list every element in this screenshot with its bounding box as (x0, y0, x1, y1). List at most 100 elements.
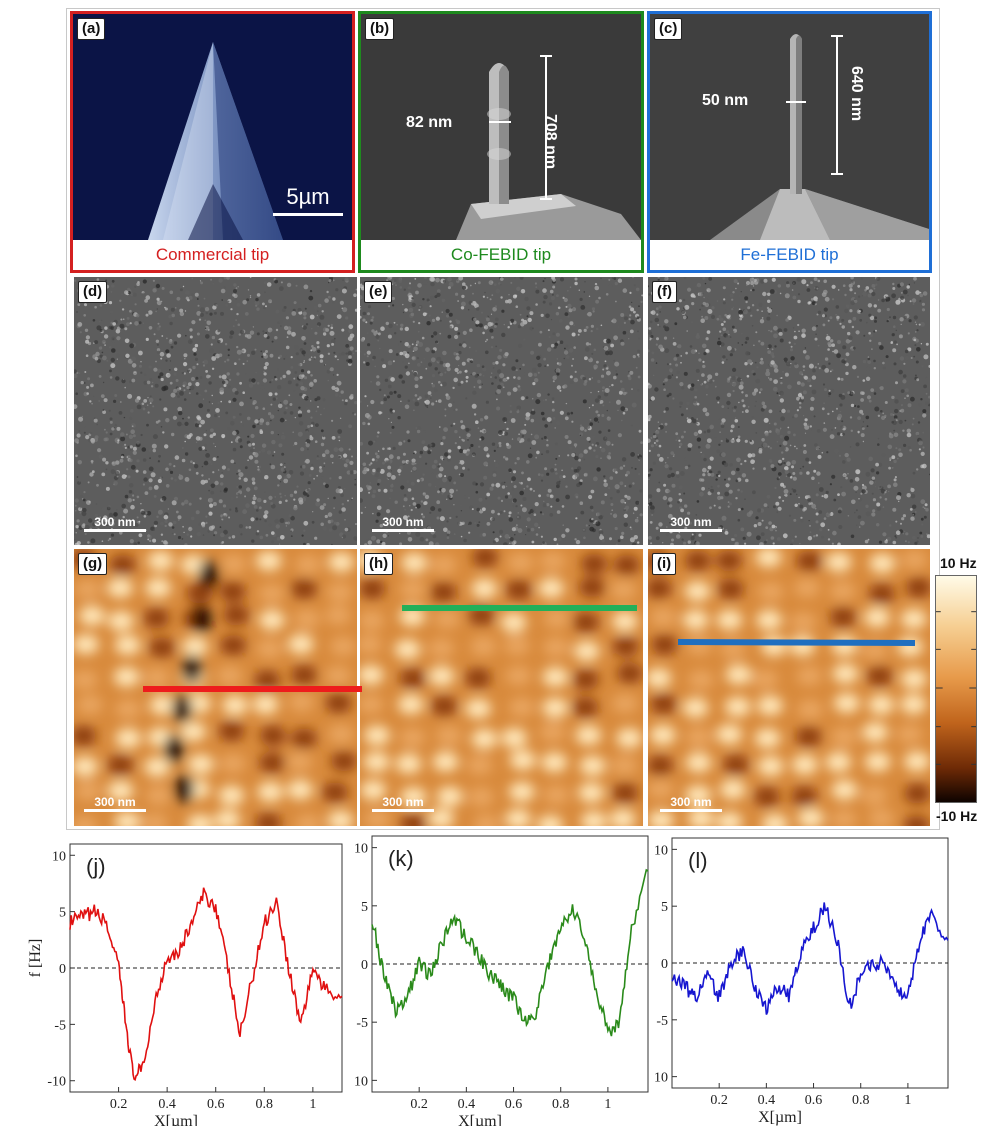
panel-d-scale-text: 300 nm (94, 515, 136, 529)
x-tick-label: 0.2 (710, 1093, 728, 1108)
x-tick-label: 0.8 (852, 1093, 870, 1108)
panel-e-scale-bar (372, 529, 434, 532)
panel-f-texture (648, 277, 930, 545)
panel-g-scalebar: 300 nm (84, 795, 146, 812)
panel-f-sem: (f) 300 nm (648, 277, 930, 545)
panel-d-scalebar: 300 nm (84, 515, 146, 532)
x-tick-label: 0.4 (158, 1097, 176, 1112)
plot-label: (l) (688, 848, 708, 873)
x-axis-label: X[µm] (458, 1113, 502, 1126)
panel-f-scale-text: 300 nm (670, 515, 712, 529)
series-line (69, 887, 343, 1081)
y-tick-label: 10 (354, 842, 368, 857)
panel-a-letter: (a) (77, 18, 106, 40)
colorbar-max-label: 10 Hz (940, 555, 977, 571)
y-axis-label: f [Hz] (27, 939, 44, 978)
panel-a-frame: (a) 5µm Commercial tip (70, 11, 355, 273)
panel-b-height-label: 708 nm (542, 114, 559, 170)
series-line (371, 868, 649, 1037)
panel-b-width-label: 82 nm (406, 114, 453, 131)
panel-h-scale-text: 300 nm (382, 795, 424, 809)
colorbar-min-label: -10 Hz (936, 808, 978, 824)
x-tick-label: 1 (604, 1097, 611, 1112)
y-tick-label: 0 (59, 962, 66, 977)
panel-e-texture (360, 277, 643, 545)
plot-label: (j) (86, 854, 106, 879)
panel-h-scale-bar (372, 809, 434, 812)
panel-e-letter: (e) (364, 281, 393, 303)
panel-a-scalebar: 5µm (273, 184, 343, 216)
panel-a-image (73, 14, 352, 240)
panel-c-image (650, 14, 929, 240)
panel-a-scale-bar (273, 213, 343, 216)
panel-i-scale-bar (660, 809, 722, 812)
y-tick-label: 0 (361, 958, 368, 973)
x-tick-label: 0.4 (458, 1097, 476, 1112)
x-tick-label: 0.6 (207, 1097, 225, 1112)
panel-g-texture (74, 549, 357, 826)
panel-i-texture (648, 549, 930, 826)
y-tick-label: 10 (654, 1071, 668, 1086)
panel-f-scale-bar (660, 529, 722, 532)
panel-c-letter: (c) (654, 18, 683, 40)
x-tick-label: 0.6 (505, 1097, 523, 1112)
panel-b-frame: (b) 82 nm 708 nm Co-FEBID tip (358, 11, 644, 273)
panel-b-letter: (b) (365, 18, 395, 40)
panel-c-height-label: 640 nm (848, 66, 865, 122)
panel-a-scale-text: 5µm (286, 184, 330, 209)
panel-h-mfm: (h) 300 nm (360, 549, 643, 826)
panel-i-letter: (i) (652, 553, 677, 575)
panel-d-scale-bar (84, 529, 146, 532)
panel-b-image (361, 14, 641, 240)
y-tick-label: 10 (354, 1074, 368, 1089)
colorbar (935, 575, 977, 803)
panel-i-scale-text: 300 nm (670, 795, 712, 809)
x-tick-label: 0.8 (256, 1097, 274, 1112)
x-axis-label: X[µm] (154, 1113, 198, 1126)
panel-h-scalebar: 300 nm (372, 795, 434, 812)
panel-d-letter: (d) (78, 281, 108, 303)
plot-k: 10 5 0 -5 10 0.2 0.4 0.6 0.8 1 (k) X[µm] (354, 835, 649, 1126)
panel-c-caption: Fe-FEBID tip (650, 240, 929, 270)
panel-g-mfm: (g) 300 nm (74, 549, 357, 826)
y-tick-label: -10 (47, 1075, 66, 1090)
x-tick-label: 0.2 (410, 1097, 428, 1112)
y-tick-label: 5 (661, 900, 668, 915)
x-tick-label: 0.8 (552, 1097, 570, 1112)
plot-j: 10 5 0 -5 -10 0.2 0.4 0.6 0.8 1 (j) X[µm] f [Hz] (27, 843, 343, 1126)
panel-g-scale-text: 300 nm (94, 795, 136, 809)
panel-h-texture (360, 549, 643, 826)
panel-f-scalebar: 300 nm (660, 515, 722, 532)
y-tick-label: -5 (356, 1016, 368, 1031)
y-tick-label: 5 (361, 900, 368, 915)
panel-e-scalebar: 300 nm (372, 515, 434, 532)
panel-g-scale-bar (84, 809, 146, 812)
x-tick-label: 0.2 (110, 1097, 128, 1112)
x-tick-label: 1 (904, 1093, 911, 1108)
x-tick-label: 0.6 (805, 1093, 823, 1108)
y-tick-label: -5 (656, 1014, 668, 1029)
x-axis-label: X[µm] (758, 1109, 802, 1126)
series-line (671, 902, 949, 1015)
panel-b-caption: Co-FEBID tip (361, 240, 641, 270)
panel-d-sem: (d) 300 nm (74, 277, 357, 545)
plot-label: (k) (388, 846, 414, 871)
plot-l: 10 5 0 -5 10 0.2 0.4 0.6 0.8 1 (l) X[µm] (654, 837, 949, 1126)
x-tick-label: 1 (309, 1097, 316, 1112)
figure-grid-frame (66, 8, 940, 830)
panel-e-sem: (e) 300 nm (360, 277, 643, 545)
panel-h-letter: (h) (364, 553, 394, 575)
panel-d-texture (74, 277, 357, 545)
x-tick-label: 0.4 (758, 1093, 776, 1108)
panel-i-scalebar: 300 nm (660, 795, 722, 812)
panel-c-width-label: 50 nm (702, 92, 749, 109)
y-tick-label: 0 (661, 957, 668, 972)
y-tick-label: 5 (59, 906, 66, 921)
panel-i-mfm: (i) 300 nm (648, 549, 930, 826)
panel-g-letter: (g) (78, 553, 108, 575)
y-tick-label: 10 (654, 843, 668, 858)
panel-a-caption: Commercial tip (73, 240, 352, 270)
y-tick-label: 10 (52, 849, 66, 864)
panel-e-scale-text: 300 nm (382, 515, 424, 529)
